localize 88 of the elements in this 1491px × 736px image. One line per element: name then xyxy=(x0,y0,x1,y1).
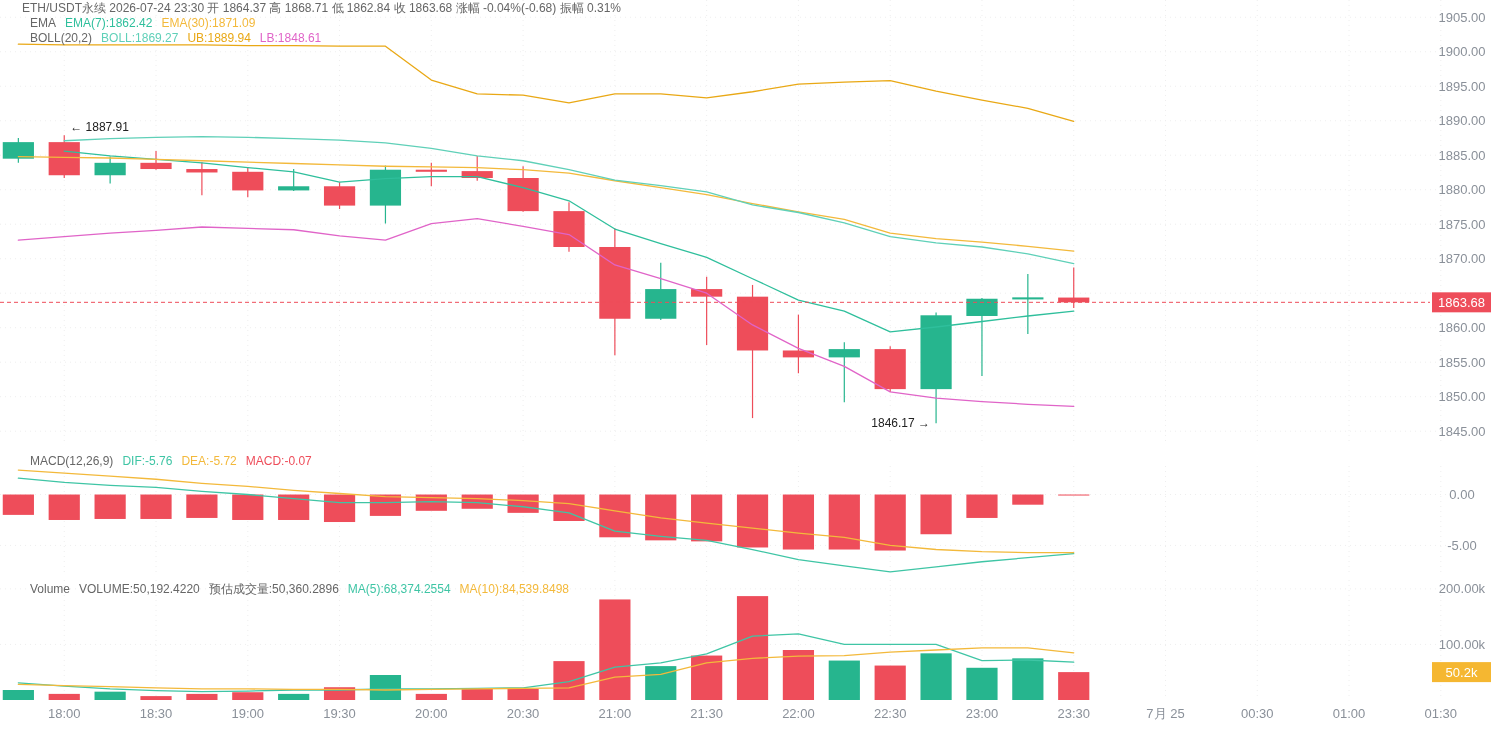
line-series xyxy=(17,43,1075,123)
annotation: Volume xyxy=(30,582,71,596)
x-tick-label: 18:30 xyxy=(139,706,173,721)
bar xyxy=(599,599,631,700)
y-tick-label: 1850.00 xyxy=(1438,389,1486,405)
bar xyxy=(232,692,264,700)
bar xyxy=(874,665,906,700)
candlestick xyxy=(415,162,447,187)
y-tick-label: 1875.00 xyxy=(1438,216,1486,232)
y-tick-label: 1860.00 xyxy=(1438,320,1486,336)
y-tick-label: 1890.00 xyxy=(1438,113,1486,129)
bar xyxy=(920,653,952,700)
x-tick-label: 23:00 xyxy=(965,706,999,721)
annotation: EMA xyxy=(30,16,57,30)
ref-line-label: 1863.68 xyxy=(1438,294,1485,310)
candlestick xyxy=(278,168,310,192)
x-tick-label: 18:00 xyxy=(47,706,81,721)
bar xyxy=(186,693,218,700)
y-tick-label: 1845.00 xyxy=(1438,423,1486,439)
y-tick-label: 100.00k xyxy=(1438,636,1486,652)
annotation: 50.2k xyxy=(1445,664,1478,680)
y-tick-label: 0.00 xyxy=(1449,487,1475,503)
bar xyxy=(828,660,860,700)
annotation: MACD(12,26,9) xyxy=(30,454,114,468)
x-tick-label: 22:30 xyxy=(873,706,907,721)
bar xyxy=(507,688,539,700)
annotation: 预估成交量:50,360.2896 xyxy=(208,582,340,596)
y-tick-label: 1900.00 xyxy=(1438,44,1486,60)
bar xyxy=(645,666,677,700)
x-tick-label: 00:30 xyxy=(1241,706,1274,721)
y-tick-label: 1870.00 xyxy=(1438,251,1486,267)
bar xyxy=(782,650,815,700)
text: EMA(30):1871.09 xyxy=(161,16,256,30)
candlestick xyxy=(461,155,493,182)
bar xyxy=(461,688,493,700)
annotation: ← 1887.91 xyxy=(70,120,130,135)
x-tick-label: 21:00 xyxy=(598,706,632,721)
y-tick-label: 200.00k xyxy=(1438,581,1486,597)
x-tick-label: 21:30 xyxy=(690,706,723,721)
bar xyxy=(691,655,723,700)
annotation: VOLUME:50,192.4220 xyxy=(79,582,201,596)
y-tick-label: -5.00 xyxy=(1447,537,1477,553)
text: EMA(7):1862.42 xyxy=(65,16,153,30)
bar xyxy=(94,691,126,700)
annotation: BOLL(20,2) xyxy=(30,31,93,45)
y-tick-label: 1895.00 xyxy=(1438,78,1486,94)
bar xyxy=(966,667,998,700)
chart-title: ETH/USDT永续 2026-07-24 23:30 开 1864.37 高 1868.71 低 1862.84 收 1863.68 涨幅 -0.04%(-0.68) 振幅 0.31% xyxy=(22,1,622,15)
y-tick-label: 1855.00 xyxy=(1438,354,1486,370)
line-series xyxy=(17,469,1075,554)
candlestick xyxy=(140,150,172,171)
y-tick-label: 1885.00 xyxy=(1438,147,1486,163)
text: MACD:-0.07 xyxy=(245,454,313,468)
series-label: DEA:-5.72 xyxy=(181,454,238,468)
series-label: UB:1889.94 xyxy=(187,31,252,45)
bar xyxy=(140,696,172,700)
bar xyxy=(1012,658,1044,700)
x-tick-label: 01:00 xyxy=(1332,706,1366,721)
bar xyxy=(2,690,34,700)
line-series xyxy=(17,218,1075,408)
x-tick-label: 19:30 xyxy=(323,706,356,721)
line-series xyxy=(17,647,1075,691)
candlestick xyxy=(782,314,815,374)
candlestick xyxy=(1012,273,1044,335)
x-tick-label: 23:30 xyxy=(1057,706,1091,721)
candlestick xyxy=(828,341,860,403)
text: BOLL:1869.27 xyxy=(101,31,179,45)
x-tick-label: 01:30 xyxy=(1424,706,1458,721)
bar xyxy=(278,693,310,700)
y-tick-label: 1880.00 xyxy=(1438,182,1486,198)
bar xyxy=(48,693,80,700)
x-tick-label: 20:00 xyxy=(415,706,448,721)
bar xyxy=(415,693,447,700)
text: MA(5):68,374.2554 xyxy=(347,582,451,596)
text: MA(10):84,539.8498 xyxy=(459,582,570,596)
x-tick-label: 20:30 xyxy=(506,706,540,721)
x-tick-label: 7月 25 xyxy=(1146,706,1185,721)
bar xyxy=(553,661,585,700)
bar xyxy=(1058,672,1090,700)
x-tick-label: 19:00 xyxy=(231,706,265,721)
line-series xyxy=(17,633,1075,693)
bar xyxy=(736,596,769,700)
series-label: DIF:-5.76 xyxy=(122,454,173,468)
line-series xyxy=(17,477,1075,573)
x-tick-label: 22:00 xyxy=(782,706,815,721)
annotation: 1846.17 → xyxy=(871,416,931,431)
y-tick-label: 1905.00 xyxy=(1438,9,1486,25)
text: LB:1848.61 xyxy=(259,31,322,45)
